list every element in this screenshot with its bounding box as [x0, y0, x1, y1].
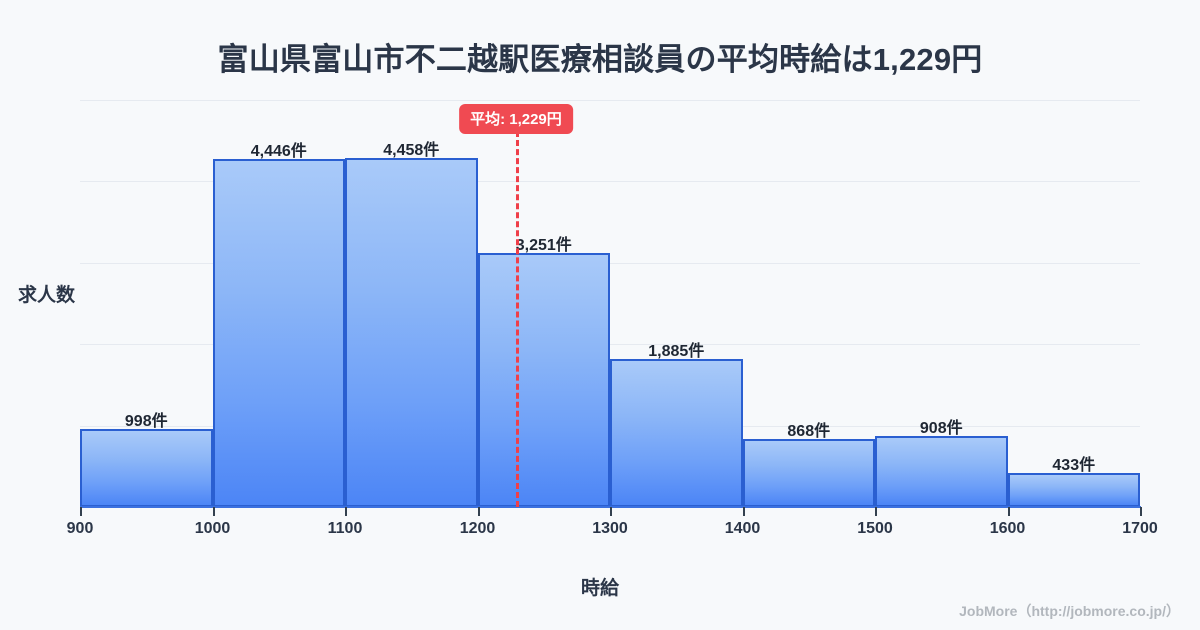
gridline: [80, 181, 1140, 183]
x-tick-label: 1000: [194, 520, 231, 537]
x-tick-mark: [742, 507, 745, 516]
x-tick-label: 1200: [459, 520, 496, 537]
footer-credit: JobMore（http://jobmore.co.jp/）: [959, 603, 1180, 619]
bar: [875, 435, 1008, 507]
x-tick-label: 1700: [1122, 520, 1158, 537]
x-tick-label: 1100: [327, 520, 363, 537]
x-tick-mark: [477, 507, 480, 516]
y-axis-title: 求人数: [18, 285, 76, 306]
bar-value-label: 3,251件: [515, 236, 572, 254]
x-axis-title: 時給: [580, 578, 619, 599]
x-tick-label: 1500: [857, 520, 893, 537]
x-tick-mark: [610, 507, 612, 516]
x-tick-label: 1400: [724, 520, 761, 537]
bar-value-label: 4,446件: [250, 143, 307, 160]
bar: [212, 159, 345, 507]
bar: [610, 359, 743, 507]
average-badge: 平均: 1,229円: [459, 104, 573, 134]
average-line: [515, 122, 519, 507]
x-tick-mark: [345, 507, 347, 516]
x-tick-mark: [80, 507, 82, 516]
plot-area: [80, 100, 1140, 507]
x-tick-mark: [212, 507, 215, 516]
x-tick-mark: [1007, 507, 1010, 516]
bar: [1007, 473, 1140, 507]
x-tick-label: 900: [66, 520, 94, 537]
bar: [742, 439, 875, 507]
bar-value-label: 868件: [787, 423, 831, 441]
bar: [80, 428, 213, 507]
x-tick-mark: [1140, 507, 1142, 516]
bar-value-label: 998件: [124, 412, 168, 430]
gridline: [80, 344, 1140, 346]
bar: [477, 252, 610, 507]
x-tick-label: 1600: [989, 520, 1026, 537]
bar-value-label: 4,458件: [383, 142, 440, 160]
x-tick-label: 1300: [592, 520, 628, 537]
x-tick-mark: [875, 507, 877, 516]
bar-value-label: 433件: [1052, 457, 1096, 475]
gridline: [80, 262, 1140, 264]
chart-title: 富山県富山市不二越駅医療相談員の平均時給は1,229円: [217, 42, 983, 77]
gridline: [80, 100, 1140, 101]
bar-value-label: 1,885件: [648, 343, 705, 361]
bar: [345, 158, 478, 507]
bar-value-label: 908件: [919, 419, 963, 437]
